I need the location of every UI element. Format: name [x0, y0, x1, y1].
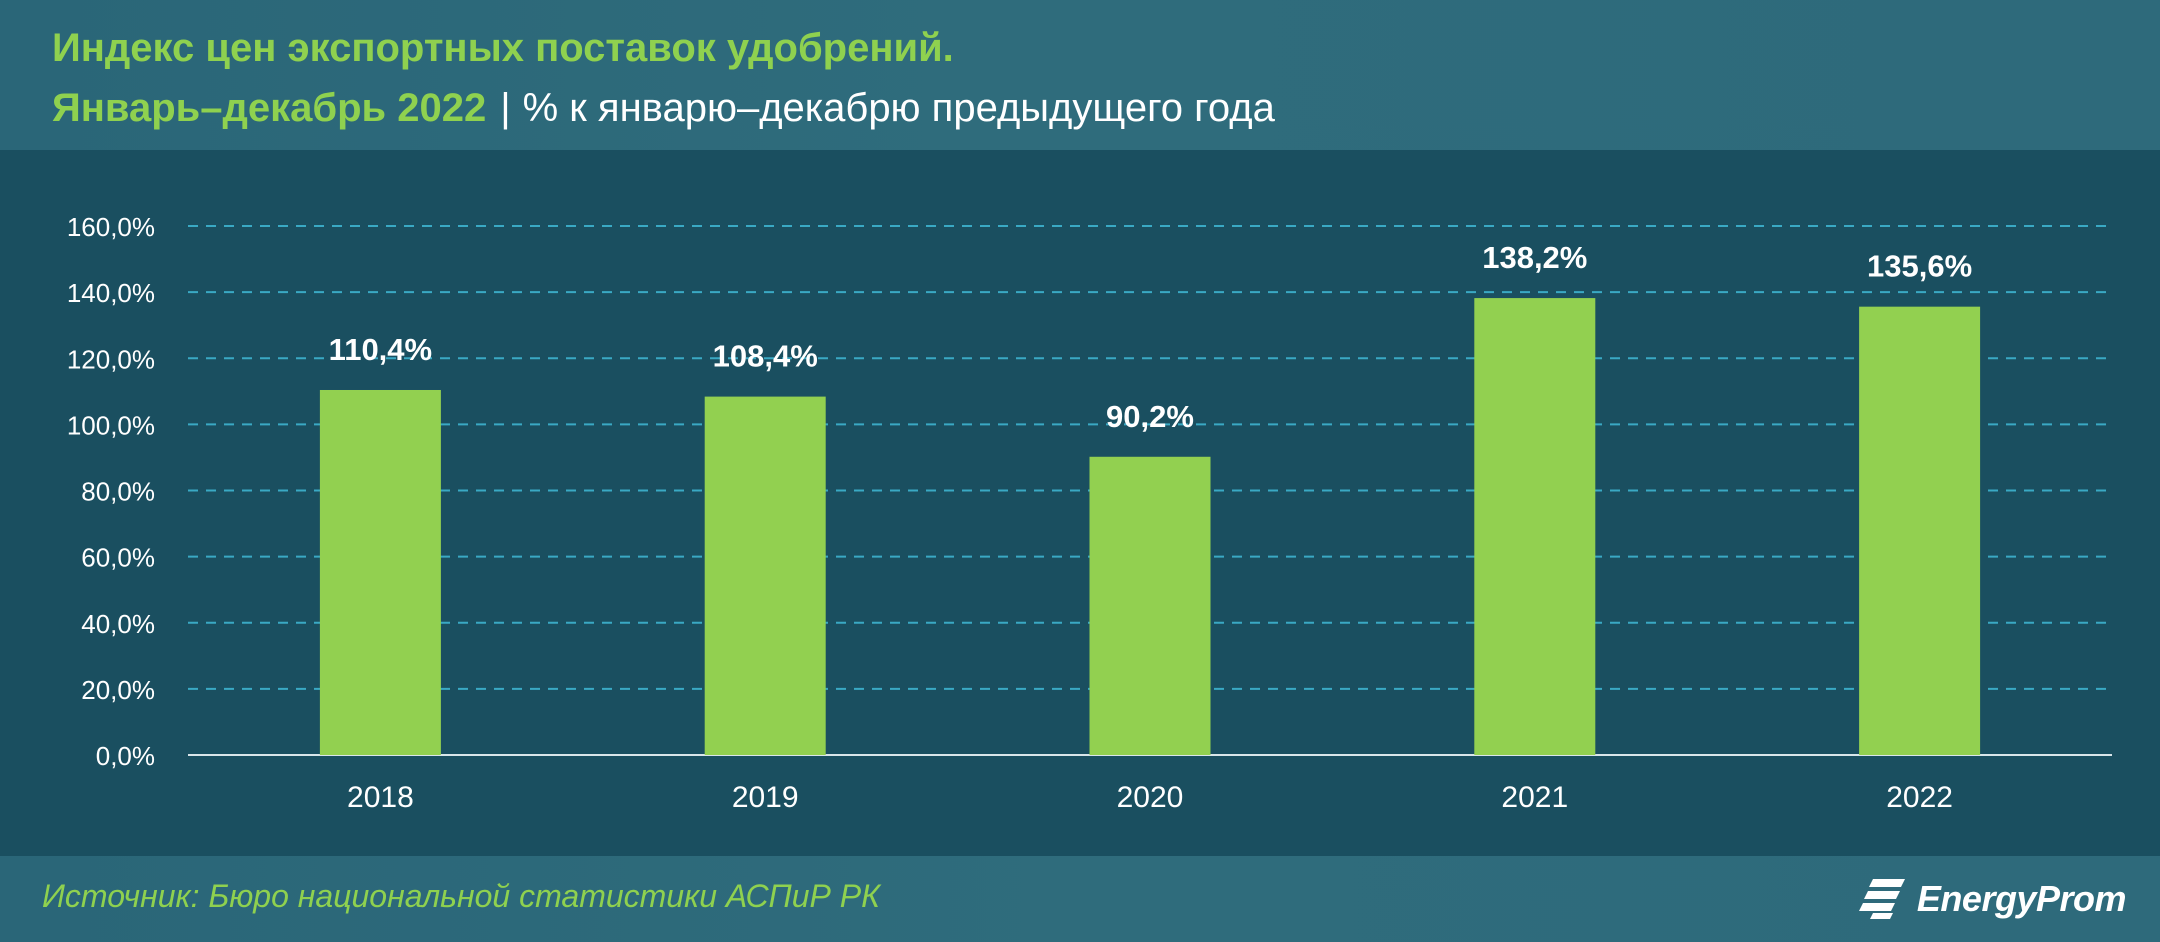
data-label: 108,4% — [713, 339, 818, 374]
x-tick-label: 2021 — [1501, 781, 1568, 814]
chart-title: Индекс цен экспортных поставок удобрений… — [52, 26, 954, 70]
chart-footer: Источник: Бюро национальной статистики А… — [0, 856, 2160, 942]
bar-2021 — [1474, 298, 1596, 755]
y-tick-label: 100,0% — [67, 410, 155, 440]
subtitle-period: Январь–декабрь 2022 — [52, 86, 487, 130]
y-tick-label: 80,0% — [81, 477, 155, 507]
y-tick-label: 20,0% — [81, 675, 155, 705]
chart-subtitle: Январь–декабрь 2022 |% к январю–декабрю п… — [52, 86, 1275, 131]
data-label: 135,6% — [1867, 249, 1972, 284]
y-tick-label: 40,0% — [81, 609, 155, 639]
y-tick-label: 160,0% — [67, 212, 155, 242]
bar-2022 — [1859, 306, 1981, 755]
y-tick-label: 140,0% — [67, 278, 155, 308]
bar-2020 — [1089, 456, 1211, 755]
data-label: 110,4% — [329, 332, 432, 367]
x-tick-label: 2019 — [732, 781, 799, 814]
x-tick-label: 2022 — [1886, 781, 1953, 814]
y-tick-label: 60,0% — [81, 543, 155, 573]
y-tick-label: 120,0% — [67, 344, 155, 374]
chart-plot-area: 0,0% 20,0% 40,0% 60,0% 80,0% 100,0% 120,0% 140,… — [0, 150, 2160, 856]
bar-chart: 0,0% 20,0% 40,0% 60,0% 80,0% 100,0% 120,0% 140,… — [67, 212, 2112, 814]
x-tick-label: 2020 — [1117, 781, 1184, 814]
data-label: 138,2% — [1482, 240, 1587, 275]
data-label: 90,2% — [1106, 399, 1194, 434]
x-tick-label: 2018 — [347, 781, 414, 814]
y-tick-label: 0,0% — [96, 741, 155, 771]
subtitle-separator: | — [500, 86, 511, 130]
energyprom-logo-icon — [1858, 879, 1905, 919]
brand-logo: EnergyProm — [1858, 874, 2127, 924]
bar-2019 — [704, 396, 826, 755]
bar-2018 — [319, 389, 441, 755]
subtitle-unit: % к январю–декабрю предыдущего года — [522, 86, 1275, 130]
brand-name: EnergyProm — [1916, 878, 2127, 919]
source-note: Источник: Бюро национальной статистики А… — [42, 878, 880, 914]
chart-header: Индекс цен экспортных поставок удобрений… — [0, 0, 2160, 150]
